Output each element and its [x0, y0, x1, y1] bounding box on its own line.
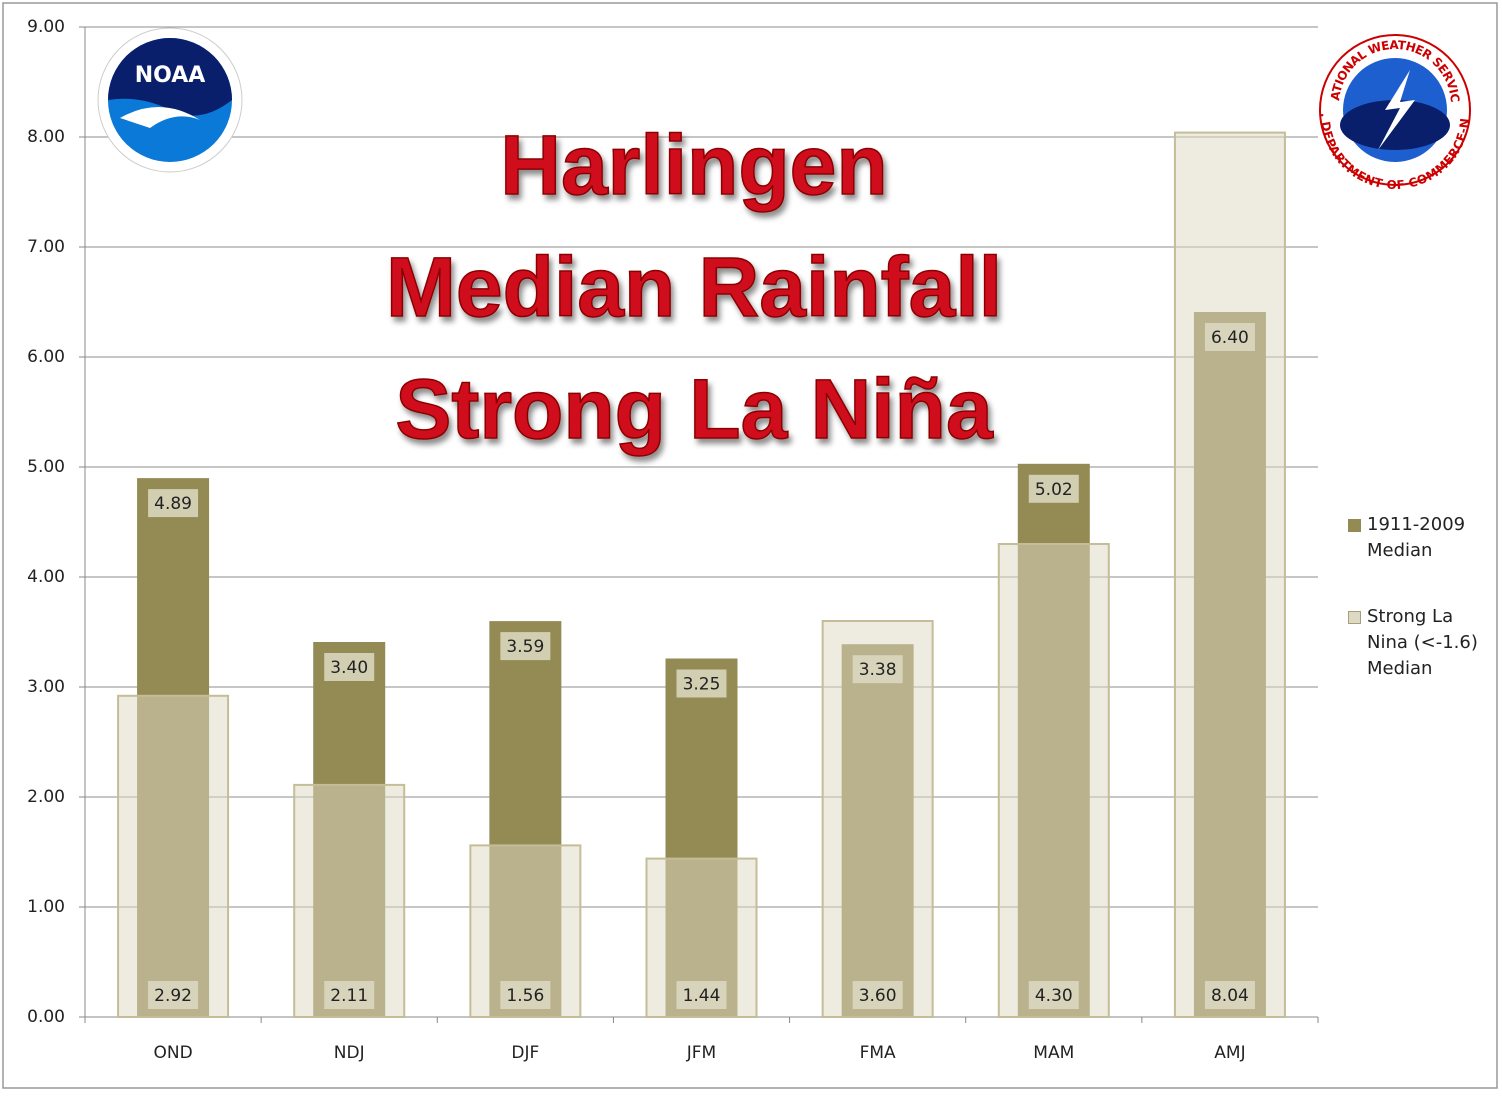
legend-label: 1911-2009 Median [1367, 514, 1466, 561]
noaa-text: NOAA [135, 63, 206, 88]
bar [293, 783, 406, 1019]
y-tick-label: 5.00 [27, 457, 65, 477]
y-tick-label: 0.00 [27, 1007, 65, 1027]
y-tick-label: 2.00 [27, 787, 65, 807]
legend-entry: 1911-2009 Median [1348, 512, 1488, 564]
value-label: 3.40 [330, 658, 368, 678]
value-label-bg [1028, 981, 1079, 1009]
y-tick-label: 3.00 [27, 677, 65, 697]
legend-swatch [1348, 519, 1361, 532]
y-tick-label: 1.00 [27, 897, 65, 917]
y-tick-label: 4.00 [27, 567, 65, 587]
legend-entry: Strong La Nina (<-1.6) Median [1348, 604, 1488, 682]
value-label: 1.44 [683, 986, 721, 1006]
value-label-bg [324, 653, 375, 681]
bars: 4.89 3.40 3.59 3.25 3.38 5.02 6.40 2.92 2.11 1.56… [117, 131, 1286, 1019]
value-label-bg [1028, 474, 1079, 503]
legend-label: Strong La Nina (<-1.6) Median [1367, 606, 1478, 679]
value-label-bg [500, 981, 551, 1009]
title-line: Strong La Niña [395, 362, 994, 456]
y-tick-label: 7.00 [27, 237, 65, 257]
value-label: 4.89 [154, 494, 192, 514]
value-label-bg [676, 669, 727, 698]
bar [821, 620, 934, 1018]
x-tick-label: MAM [1033, 1043, 1074, 1063]
value-label: 5.02 [1035, 480, 1073, 500]
value-label-bg [148, 981, 199, 1009]
x-tick-label: NDJ [334, 1043, 365, 1063]
y-tick-label: 8.00 [27, 127, 65, 147]
legend-swatch [1348, 611, 1361, 624]
bar [1173, 131, 1286, 1019]
value-label: 3.60 [859, 986, 897, 1006]
value-label: 8.04 [1211, 986, 1249, 1006]
value-label-bg [1204, 323, 1255, 351]
value-label-bg [852, 655, 903, 684]
value-label: 3.25 [683, 675, 721, 695]
bar [997, 543, 1110, 1018]
x-tick-label: JFM [686, 1043, 716, 1063]
value-label: 1.56 [506, 986, 544, 1006]
x-tick-label: FMA [860, 1043, 896, 1063]
value-label: 3.38 [859, 660, 897, 680]
x-tick-label: AMJ [1214, 1043, 1245, 1063]
title: Harlingen Median Rainfall Strong La Niña [385, 117, 1003, 457]
value-label: 2.11 [330, 986, 368, 1006]
y-tick-label: 9.00 [27, 17, 65, 37]
value-label: 2.92 [154, 986, 192, 1006]
value-label: 6.40 [1211, 328, 1249, 348]
value-label-bg [148, 489, 199, 518]
x-tick-label: OND [153, 1043, 192, 1063]
bar [645, 857, 758, 1018]
legend: 1911-2009 Median Strong La Nina (<-1.6) M… [1348, 512, 1488, 722]
value-label-bg [500, 632, 551, 661]
x-tick-label: DJF [511, 1043, 539, 1063]
title-line: Median Rainfall [386, 240, 1002, 334]
value-label-bg [852, 981, 903, 1009]
value-label-bg [324, 981, 375, 1009]
value-label-bg [676, 981, 727, 1009]
value-label-bg [1204, 981, 1255, 1009]
value-label: 4.30 [1035, 986, 1073, 1006]
noaa-logo: NOAA [97, 27, 243, 173]
value-label: 3.59 [506, 637, 544, 657]
bar [117, 694, 230, 1018]
title-line: Harlingen [500, 118, 887, 212]
y-tick-label: 6.00 [27, 347, 65, 367]
